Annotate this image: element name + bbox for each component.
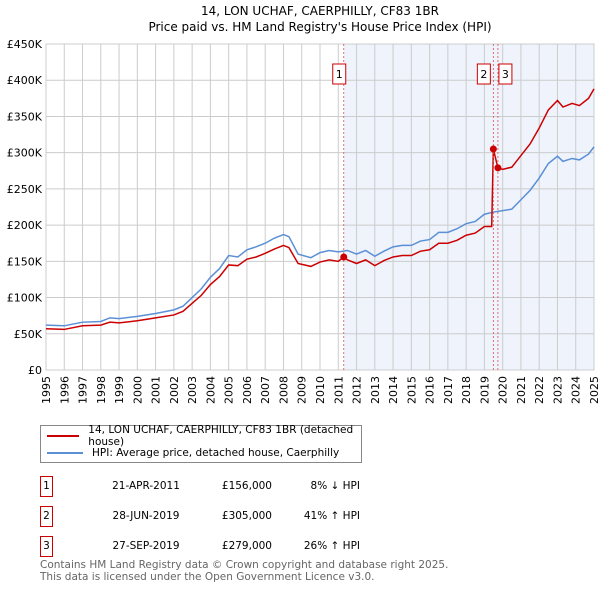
legend-label: HPI: Average price, detached house, Caer… (92, 447, 340, 459)
x-tick-label: 1999 (113, 376, 126, 404)
shaded-period (343, 44, 594, 370)
x-tick-label: 2020 (497, 376, 510, 404)
sale-price: £279,000 (221, 540, 272, 552)
chart-title: 14, LON UCHAF, CAERPHILLY, CF83 1BR (201, 4, 439, 18)
x-tick-label: 2005 (223, 376, 236, 404)
legend-swatch-blue (47, 452, 83, 454)
x-tick-label: 2002 (168, 376, 181, 404)
x-tick-label: 2003 (186, 376, 199, 404)
legend-item-hpi: HPI: Average price, detached house, Caer… (47, 446, 339, 460)
x-tick-label: 2006 (241, 376, 254, 404)
sale-number-badge: 1 (40, 476, 53, 497)
legend-swatch-red (47, 435, 80, 437)
sale-price: £156,000 (221, 480, 272, 492)
x-tick-label: 2007 (259, 376, 272, 404)
footer-line: Contains HM Land Registry data © Crown c… (40, 559, 449, 571)
sale-label: 1 (336, 68, 343, 81)
y-tick-label: £50K (14, 328, 43, 341)
sale-label-box (498, 63, 513, 85)
x-tick-label: 1998 (95, 376, 108, 404)
x-tick-label: 1995 (40, 376, 53, 404)
y-tick-label: £300K (7, 147, 43, 160)
legend: 14, LON UCHAF, CAERPHILLY, CF83 1BR (det… (40, 424, 362, 463)
y-tick-label: £200K (7, 219, 43, 232)
hpi-line (45, 146, 595, 327)
legend-item-property: 14, LON UCHAF, CAERPHILLY, CF83 1BR (det… (47, 424, 361, 448)
legend-label: 14, LON UCHAF, CAERPHILLY, CF83 1BR (det… (88, 424, 354, 448)
x-tick-label: 2019 (478, 376, 491, 404)
y-tick-label: £350K (7, 110, 43, 123)
x-tick-label: 2025 (588, 376, 600, 404)
y-tick-label: £250K (7, 183, 43, 196)
sale-hpi-diff: 41% ↑ HPI (303, 510, 360, 522)
sale-row: 3 27-SEP-2019 £279,000 26% ↑ HPI (40, 536, 440, 557)
price-chart: 14, LON UCHAF, CAERPHILLY, CF83 1BR Pric… (7, 4, 600, 404)
sale-point (494, 164, 502, 172)
x-tick-label: 2013 (369, 376, 382, 404)
x-tick-label: 2008 (277, 376, 290, 404)
sale-row: 2 28-JUN-2019 £305,000 41% ↑ HPI (40, 506, 440, 527)
x-tick-label: 2023 (551, 376, 564, 404)
x-tick-label: 2015 (405, 376, 418, 404)
x-tick-label: 2021 (515, 376, 528, 404)
footer: Contains HM Land Registry data © Crown c… (40, 559, 448, 583)
x-tick-label: 2024 (570, 376, 583, 404)
y-tick-label: £0 (28, 364, 42, 377)
x-tick-label: 2009 (296, 376, 309, 404)
x-tick-label: 2014 (387, 376, 400, 404)
sale-number-badge: 3 (40, 536, 53, 557)
sale-point (340, 253, 348, 261)
x-tick-label: 1996 (58, 376, 71, 404)
x-tick-label: 2004 (204, 376, 217, 404)
price-paid-line (45, 88, 595, 331)
x-tick-label: 2001 (150, 376, 163, 404)
x-tick-label: 2017 (442, 376, 455, 404)
sale-date: 27-SEP-2019 (112, 540, 180, 552)
sale-date: 21-APR-2011 (112, 480, 180, 492)
y-tick-label: £450K (7, 38, 43, 51)
x-tick-label: 2010 (314, 376, 327, 404)
x-tick-label: 2018 (460, 376, 473, 404)
y-tick-label: £150K (7, 255, 43, 268)
x-tick-label: 2011 (332, 376, 345, 404)
chart-subtitle: Price paid vs. HM Land Registry's House … (148, 20, 491, 34)
y-tick-label: £400K (7, 74, 43, 87)
sale-label: 3 (502, 68, 509, 81)
x-tick-label: 1997 (77, 376, 90, 404)
sale-label-box (476, 63, 491, 85)
y-tick-label: £100K (7, 292, 43, 305)
sale-date: 28-JUN-2019 (112, 510, 180, 522)
x-tick-label: 2022 (533, 376, 546, 404)
sale-label: 2 (480, 68, 487, 81)
sale-label-box (332, 63, 347, 85)
x-tick-label: 2012 (351, 376, 364, 404)
sale-number-badge: 2 (40, 506, 53, 527)
sale-price: £305,000 (221, 510, 272, 522)
sale-hpi-diff: 26% ↑ HPI (303, 540, 360, 552)
x-tick-label: 2016 (424, 376, 437, 404)
footer-line: This data is licensed under the Open Gov… (40, 571, 375, 583)
plot-frame (45, 43, 595, 371)
sale-hpi-diff: 8% ↓ HPI (310, 480, 360, 492)
sale-row: 1 21-APR-2011 £156,000 8% ↓ HPI (40, 476, 440, 497)
x-tick-label: 2000 (131, 376, 144, 404)
sale-point (489, 145, 497, 153)
